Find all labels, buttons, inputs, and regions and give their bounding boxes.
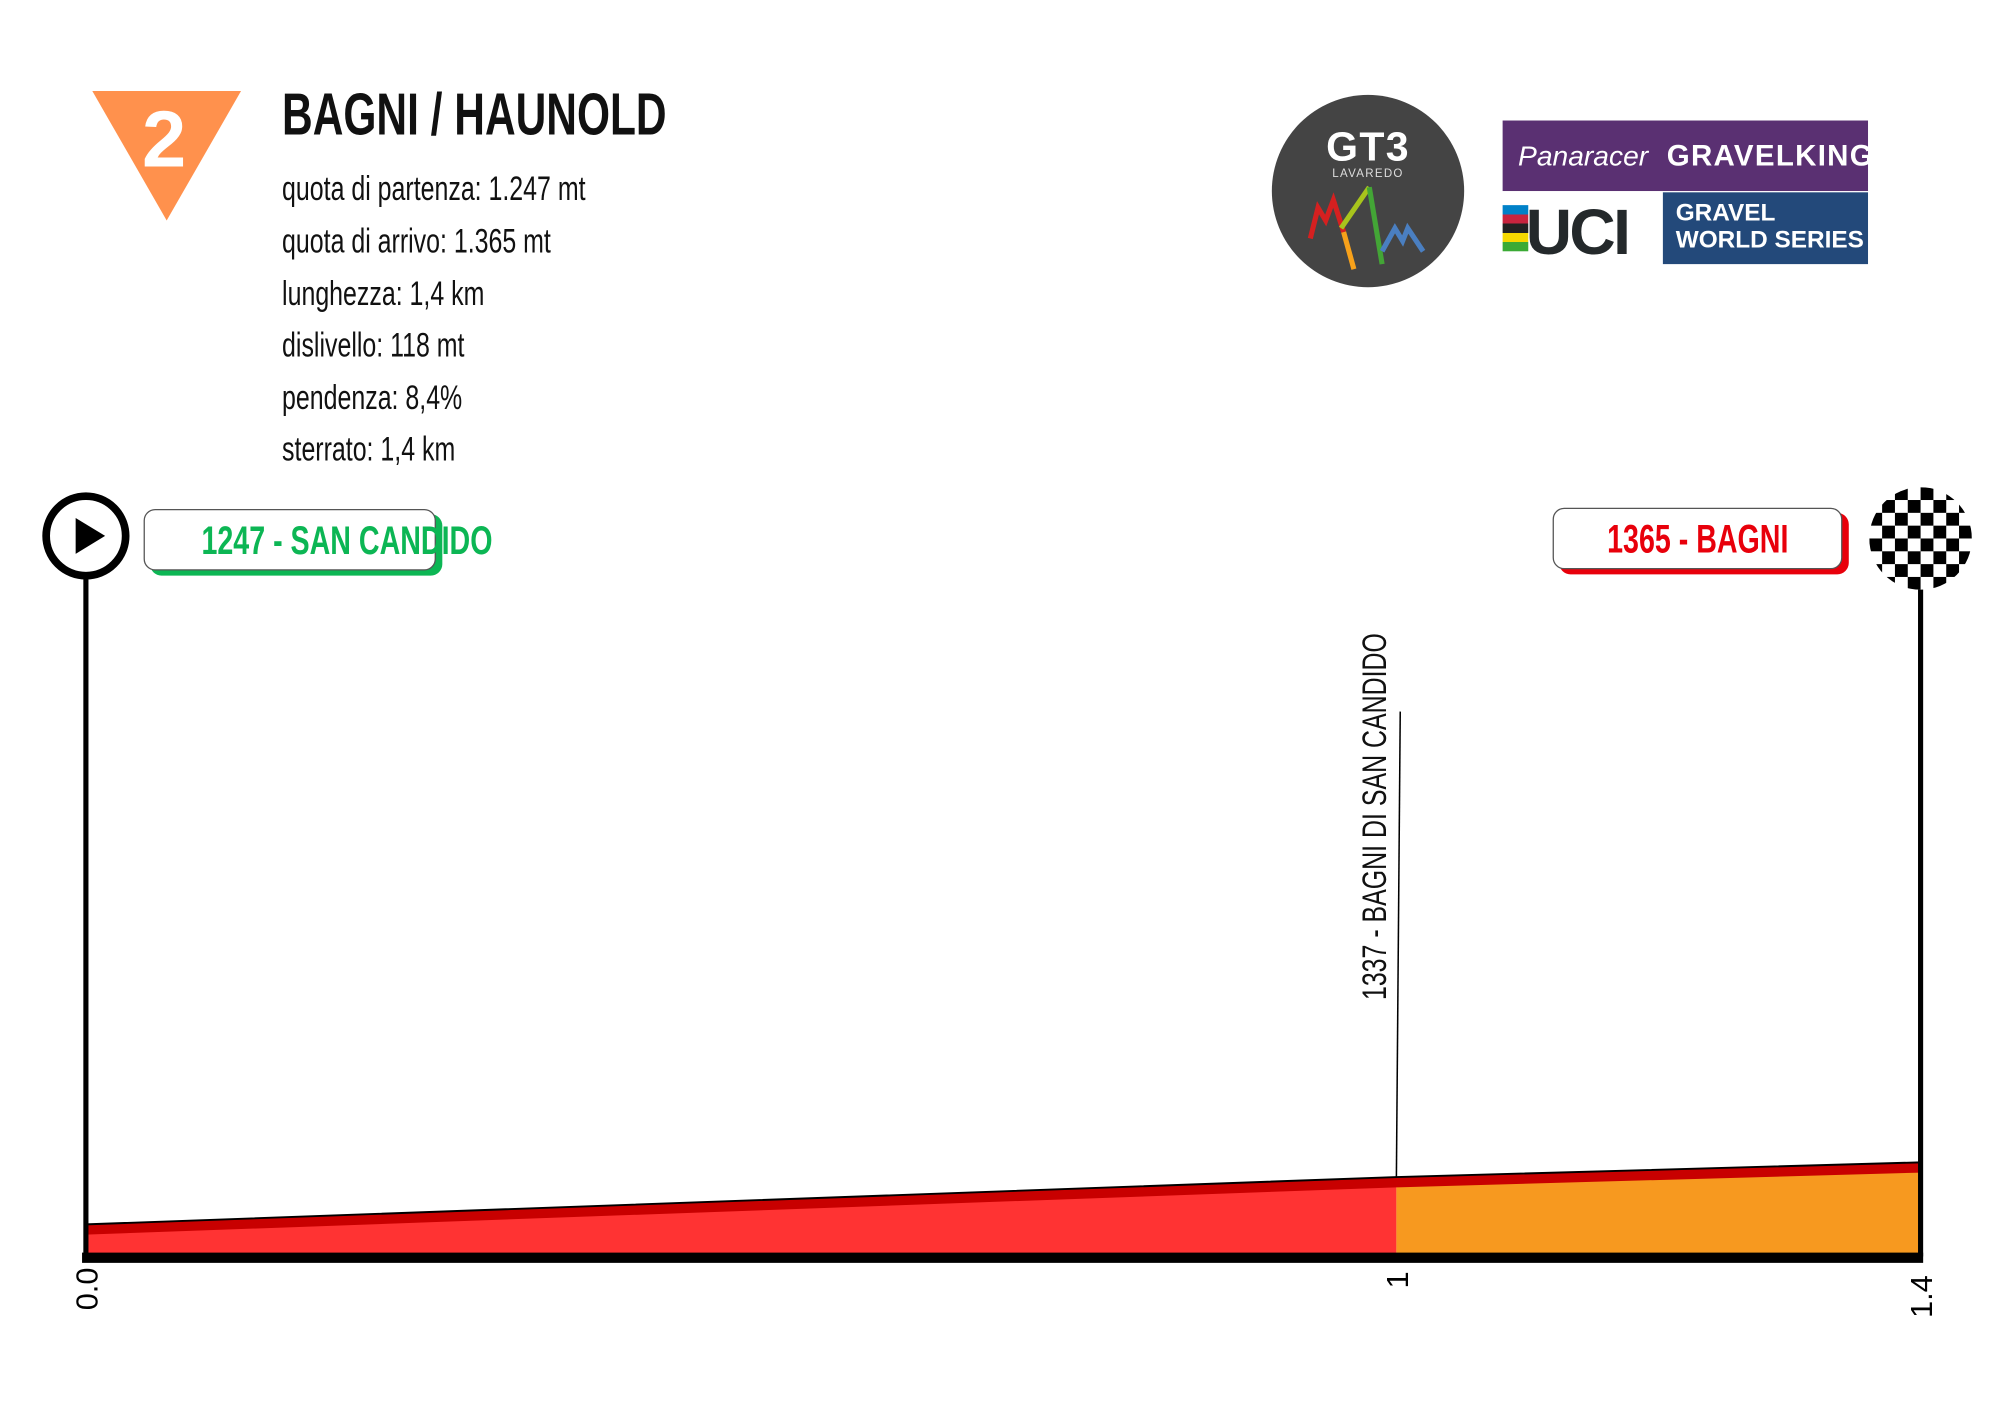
gravel-world-series-logo: GRAVEL WORLD SERIES [1662, 192, 1869, 265]
x-tick-label: 1.4 [1904, 1275, 1939, 1318]
gravelking-product: GRAVELKING [1666, 138, 1874, 172]
stage-badge-icon: 2 [92, 91, 242, 221]
panaracer-brand: Panaracer [1518, 139, 1649, 172]
profile-line-band [85, 1162, 1921, 1235]
stat-gradient: pendenza: 8,4% [282, 378, 463, 417]
page-title: BAGNI / HAUNOLD [282, 80, 667, 148]
gt3-logo-subtext: LAVAREDO [1332, 166, 1404, 180]
start-icon [42, 492, 130, 580]
finish-location-label: 1365 - BAGNI [1552, 507, 1843, 570]
gws-line1: GRAVEL [1675, 200, 1776, 227]
start-label-text: 1247 - SAN CANDIDO [201, 517, 493, 563]
stat-start-altitude: quota di partenza: 1.247 mt [282, 169, 586, 208]
gws-line2: WORLD SERIES [1675, 226, 1864, 254]
stat-elevation-gain: dislivello: 118 mt [282, 325, 465, 365]
uci-rainbow-stripes [1502, 205, 1529, 252]
x-axis-baseline [82, 1252, 1924, 1263]
stat-finish-altitude: quota di arrivo: 1.365 mt [282, 221, 551, 261]
mountains-icon [1307, 185, 1426, 270]
annotation-leader [1395, 711, 1402, 1178]
stage-number: 2 [142, 95, 186, 184]
stat-gravel: sterrato: 1,4 km [282, 429, 456, 468]
annotation-label: 1337 - BAGNI DI SAN CANDIDO [1356, 633, 1394, 1000]
x-tick-label: 1 [1380, 1271, 1415, 1288]
start-location-label: 1247 - SAN CANDIDO [143, 508, 492, 571]
profile-segment-1 [1396, 1162, 1921, 1257]
uci-logo: UCI [1525, 196, 1631, 268]
stat-length: lunghezza: 1,4 km [282, 274, 485, 313]
gt3-logo-text: GT3 [1326, 123, 1410, 170]
gt3-lavaredo-logo: GT3 LAVAREDO [1271, 94, 1465, 288]
finish-flag-icon [1869, 487, 1972, 590]
panaracer-gravelking-logo: Panaracer GRAVELKING [1502, 120, 1873, 192]
x-tick-label: 0.0 [69, 1268, 104, 1311]
finish-label-text: 1365 - BAGNI [1606, 516, 1789, 562]
